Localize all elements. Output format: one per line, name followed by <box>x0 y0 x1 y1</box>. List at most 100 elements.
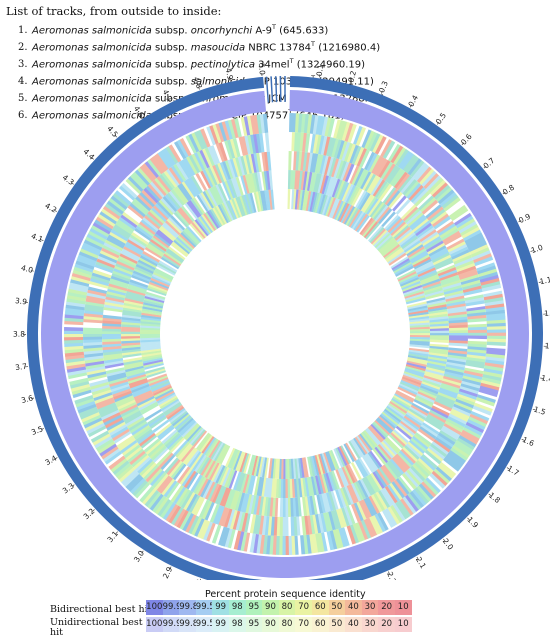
track-segment <box>323 452 332 473</box>
track-value: (113288.10) <box>322 93 385 105</box>
track-segment <box>122 307 142 313</box>
track-segment <box>290 516 295 536</box>
track-segment <box>375 234 393 250</box>
unidirectional-cell: 50 <box>328 617 346 632</box>
track-segment <box>64 330 84 334</box>
track-segment <box>161 429 178 445</box>
track-segment <box>262 190 268 211</box>
track-segment <box>207 167 218 186</box>
track-segment <box>406 362 427 370</box>
tick-label: 3.0 <box>132 549 146 564</box>
track-segment <box>355 190 367 209</box>
track-genus: Aeromonas salmonicida <box>32 25 152 37</box>
track-segment <box>90 430 110 443</box>
track-segment <box>252 514 259 534</box>
track-segment <box>243 453 251 474</box>
track-segment <box>114 190 132 206</box>
track-segment <box>90 275 110 284</box>
track-segment <box>166 406 185 420</box>
track-segment <box>138 399 157 411</box>
track-segment <box>463 229 482 242</box>
track-segment <box>181 181 195 199</box>
track-segment <box>367 474 381 492</box>
track-segment <box>301 457 307 478</box>
track-segment <box>173 239 191 255</box>
track-segment <box>391 456 407 474</box>
track-segment <box>312 134 319 154</box>
track-segment <box>298 189 304 210</box>
track-segment <box>351 166 362 186</box>
track-segment <box>327 177 336 197</box>
track-segment <box>444 371 464 379</box>
track-segment <box>200 192 213 210</box>
track-segment <box>413 461 430 478</box>
track-segment <box>208 440 221 459</box>
track-segment <box>264 190 270 211</box>
track-segment <box>354 213 369 232</box>
track-segment <box>362 195 376 213</box>
track-segment <box>136 458 153 474</box>
track-segment <box>443 285 463 293</box>
track-segment <box>227 119 237 139</box>
track-segment <box>115 394 134 405</box>
track-segment <box>104 301 124 308</box>
track-segment <box>317 154 324 174</box>
track-segment <box>87 371 107 379</box>
track-segment <box>409 330 430 334</box>
track-segment <box>119 403 138 415</box>
track-segment <box>104 202 123 217</box>
track-segment <box>345 464 356 484</box>
track-segment <box>373 157 386 176</box>
track-segment <box>389 458 405 475</box>
track-segment <box>436 220 455 235</box>
track-segment <box>410 216 428 231</box>
track-segment <box>275 535 280 555</box>
track-value: (29491.11) <box>318 76 374 88</box>
track-segment <box>197 216 212 235</box>
track-segment <box>418 387 438 397</box>
track-segment <box>285 458 288 479</box>
track-segment <box>400 177 415 194</box>
track-segment <box>143 362 164 370</box>
track-segment <box>147 210 164 226</box>
track-segment <box>441 425 460 438</box>
track-segment <box>413 258 432 270</box>
track-segment <box>194 454 207 473</box>
track-segment <box>351 438 365 457</box>
track-strain: 34mel <box>258 59 290 71</box>
track-segment <box>399 381 420 392</box>
track-segment <box>338 446 350 466</box>
track-segment <box>173 508 187 527</box>
track-segment <box>302 190 308 211</box>
track-segment <box>357 434 372 453</box>
track-segment <box>467 348 487 354</box>
track-segment <box>227 139 236 159</box>
track-segment <box>335 469 345 488</box>
track-segment <box>467 346 487 351</box>
unidirectional-cell: 70 <box>295 617 312 632</box>
track-segment <box>242 493 250 513</box>
track-segment <box>174 238 192 253</box>
track-segment <box>429 472 446 489</box>
track-segment <box>124 363 144 370</box>
track-segment <box>337 468 347 487</box>
track-segment <box>68 288 88 296</box>
track-segment <box>382 509 395 528</box>
track-segment <box>195 432 210 450</box>
track-segment <box>102 448 121 462</box>
track-segment <box>183 157 196 176</box>
track-segment <box>485 356 505 363</box>
track-segment <box>446 238 465 251</box>
track-segment <box>195 172 208 191</box>
track-segment <box>410 437 427 453</box>
track-segment <box>183 422 199 439</box>
track-segment <box>184 514 197 533</box>
track-segment <box>391 398 410 411</box>
tick-label: 1.6 <box>521 435 536 448</box>
track-segment <box>97 440 116 454</box>
track-segment <box>232 138 241 158</box>
tick-mark <box>40 239 44 241</box>
track-segment <box>65 304 85 311</box>
track-segment <box>285 535 289 555</box>
track-segment <box>374 513 386 533</box>
